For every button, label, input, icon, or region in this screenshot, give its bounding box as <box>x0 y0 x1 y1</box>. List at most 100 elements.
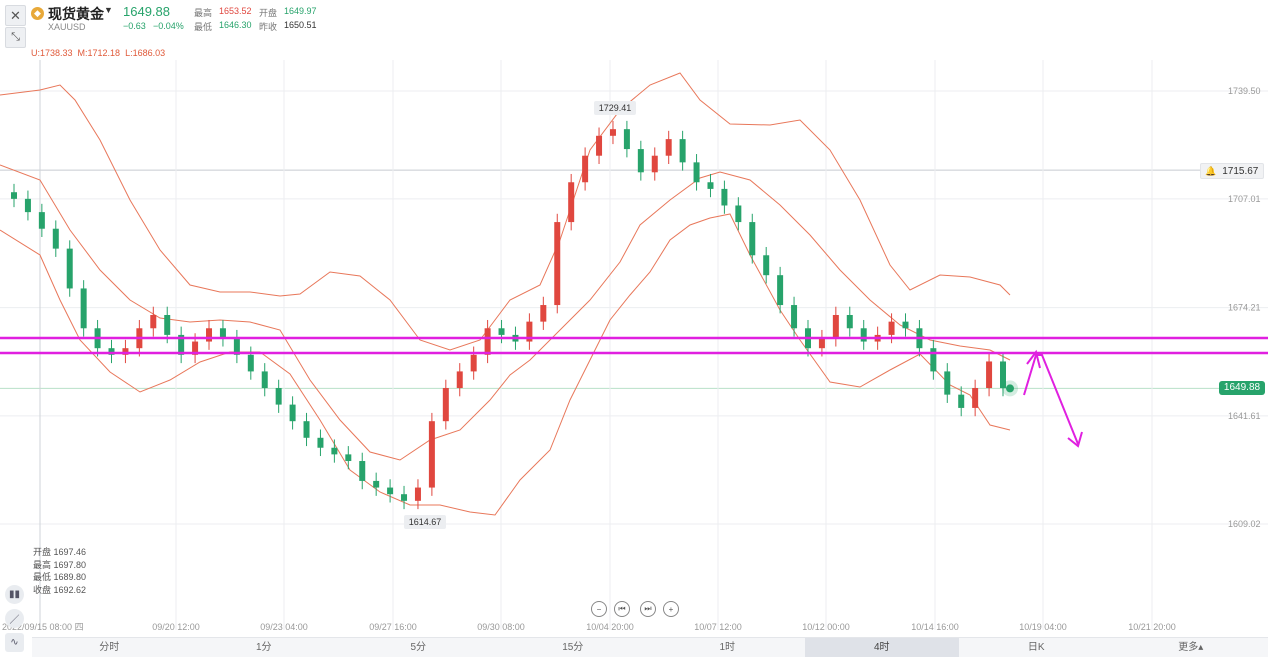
alert-price-value: 1715.67 <box>1222 166 1258 177</box>
candle-body <box>596 136 602 156</box>
annotations <box>0 338 1268 446</box>
step-back-icon[interactable]: ⏮ <box>614 601 630 617</box>
ohlc-high: 最高 1697.80 <box>33 559 86 572</box>
candle-body <box>345 454 351 461</box>
tab-5min[interactable]: 5分 <box>341 638 496 657</box>
candle-body <box>262 371 268 388</box>
candles <box>11 121 1006 509</box>
prev-close-label: 昨收 <box>259 20 277 33</box>
price-tick-label: 1674.21 <box>1228 303 1261 313</box>
price-change: −0.63 <box>123 21 146 31</box>
price-tick-label: 1609.02 <box>1228 519 1261 529</box>
candle-body <box>457 371 463 388</box>
last-price: 1649.88 <box>123 4 170 19</box>
live-price-glow <box>1002 380 1018 396</box>
candle-body <box>721 189 727 206</box>
low-marker: 1614.67 <box>404 515 446 529</box>
zoom-in-icon[interactable]: + <box>663 601 679 617</box>
time-tick-label: 10/14 16:00 <box>911 622 959 632</box>
candle-body <box>485 328 491 355</box>
expand-icon[interactable]: ⤡ <box>5 27 26 48</box>
bell-icon: 🔔 <box>1205 166 1216 177</box>
candle-body <box>652 156 658 173</box>
candle-body <box>429 421 435 487</box>
candle-body <box>39 212 45 229</box>
close-icon[interactable]: ✕ <box>5 5 26 26</box>
candle-body <box>680 139 686 162</box>
candle-body <box>972 388 978 408</box>
zoom-out-icon[interactable]: − <box>591 601 607 617</box>
symbol-name[interactable]: 现货黄金 <box>48 4 104 24</box>
time-tick-label: 09/20 12:00 <box>152 622 200 632</box>
chart-type-icon[interactable]: ∿ <box>5 633 24 652</box>
tab-daily[interactable]: 日K <box>959 638 1114 657</box>
symbol-dropdown-icon[interactable]: ▼ <box>104 5 113 15</box>
price-tick-label: 1707.01 <box>1228 194 1261 204</box>
candle-body <box>986 361 992 388</box>
candle-body <box>666 139 672 156</box>
candle-body <box>150 315 156 328</box>
candle-body <box>415 488 421 501</box>
current-price-tag: 1649.88 <box>1219 381 1265 395</box>
gold-coin-icon: ◆ <box>31 7 44 20</box>
tab-more[interactable]: 更多▴ <box>1114 638 1268 657</box>
tab-15min[interactable]: 15分 <box>496 638 651 657</box>
alert-price-tag[interactable]: 🔔 1715.67 <box>1200 163 1264 179</box>
high-label: 最高 <box>194 6 212 19</box>
ohlc-panel: 开盘 1697.46 最高 1697.80 最低 1689.80 收盘 1692… <box>33 546 86 596</box>
tab-1h[interactable]: 1时 <box>650 638 805 657</box>
low-label: 最低 <box>194 20 212 33</box>
step-forward-icon[interactable]: ⏭ <box>640 601 656 617</box>
candle-body <box>53 229 59 249</box>
candle-body <box>568 182 574 222</box>
time-tick-label: 09/30 08:00 <box>477 622 525 632</box>
tab-fen-shi[interactable]: 分时 <box>32 638 187 657</box>
candle-body <box>206 328 212 341</box>
candle-body <box>847 315 853 328</box>
candle-body <box>499 328 505 335</box>
bollinger-bands <box>0 73 1010 515</box>
candle-body <box>387 488 393 495</box>
open-label: 开盘 <box>259 6 277 19</box>
candle-body <box>694 162 700 182</box>
candle-body <box>67 249 73 289</box>
time-tick-label: 10/21 20:00 <box>1128 622 1176 632</box>
candle-body <box>889 322 895 335</box>
candle-body <box>833 315 839 338</box>
time-tick-label: 10/12 00:00 <box>802 622 850 632</box>
candle-body <box>638 149 644 172</box>
time-tick-label: 09/27 16:00 <box>369 622 417 632</box>
candle-body <box>791 305 797 328</box>
candle-body <box>624 129 630 149</box>
price-change-pct: −0.04% <box>153 21 184 31</box>
candle-body <box>443 388 449 421</box>
candle-body <box>819 338 825 348</box>
ohlc-close: 收盘 1692.62 <box>33 584 86 597</box>
tab-1min[interactable]: 1分 <box>187 638 342 657</box>
candle-body <box>25 199 31 212</box>
candle-body <box>290 405 296 422</box>
quote-header: ✕ ⤡ ◆ 现货黄金 ▼ XAUUSD 1649.88 −0.63 −0.04%… <box>0 0 1268 46</box>
candle-body <box>220 328 226 338</box>
candle-body <box>401 494 407 501</box>
candle-body <box>777 275 783 305</box>
ohlc-open: 开盘 1697.46 <box>33 546 86 559</box>
prev-close-value: 1650.51 <box>284 20 317 30</box>
candle-body <box>944 371 950 394</box>
candle-body <box>958 395 964 408</box>
indicator-icon[interactable]: ▮▮ <box>5 585 24 604</box>
candle-body <box>373 481 379 488</box>
ohlc-low: 最低 1689.80 <box>33 571 86 584</box>
candle-body <box>707 182 713 189</box>
forecast-arrow <box>1024 355 1078 444</box>
candle-body <box>471 355 477 372</box>
candle-body <box>902 322 908 329</box>
candle-body <box>735 205 741 222</box>
high-marker: 1729.41 <box>594 101 636 115</box>
candle-body <box>749 222 755 255</box>
chart-grid <box>0 60 1268 630</box>
tab-4h[interactable]: 4时 <box>805 638 960 657</box>
draw-line-icon[interactable]: ／ <box>5 609 24 628</box>
